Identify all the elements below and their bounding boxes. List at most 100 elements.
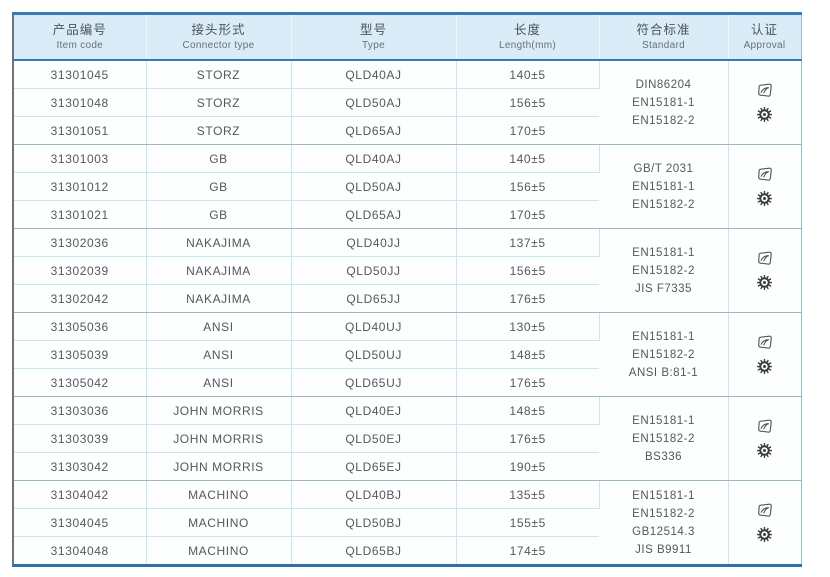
length-cell: 176±5: [456, 424, 599, 453]
header-type: 型号 Type: [291, 12, 457, 61]
standard-line: EN15182-2: [632, 507, 695, 520]
connector-type-cell: NAKAJIMA: [146, 284, 292, 313]
approval-icons: [729, 335, 801, 374]
approval-cell: [728, 228, 801, 313]
header-type-zh: 型号: [359, 22, 387, 37]
type-cell: QLD40BJ: [291, 480, 457, 509]
type-cell: QLD40AJ: [291, 60, 457, 89]
approval-cell: [728, 396, 801, 481]
length-cell: 156±5: [456, 88, 599, 117]
gear-wheel-badge-icon: [757, 359, 772, 374]
type-cell: QLD65UJ: [291, 368, 457, 397]
table-row: 31303042 JOHN MORRIS QLD65EJ 190±5: [13, 452, 801, 481]
product-table-wrap: 产品编号 Item code 接头形式 Connector type 型号 Ty…: [12, 12, 802, 567]
standard-line: DIN86204: [635, 78, 692, 91]
standard-cell: EN15181-1 EN15182-2 JIS F7335: [599, 228, 729, 313]
approval-cell: [728, 60, 801, 145]
item-code-cell: 31301045: [13, 60, 147, 89]
standard-line: JIS B9911: [635, 543, 692, 556]
gear-wheel-badge-icon: [757, 443, 772, 458]
length-cell: 148±5: [456, 396, 600, 425]
length-cell: 156±5: [456, 172, 599, 201]
table-row: 31305042 ANSI QLD65UJ 176±5: [13, 368, 801, 397]
connector-type-cell: STORZ: [146, 116, 292, 145]
table-row: 31301051 STORZ QLD65AJ 170±5: [13, 116, 801, 145]
header-item-code-en: Item code: [56, 39, 104, 51]
gear-wheel-badge-icon: [757, 275, 772, 290]
swoosh-stamp-icon: [757, 503, 773, 518]
type-cell: QLD65AJ: [291, 200, 457, 229]
header-connector-type: 接头形式 Connector type: [146, 12, 292, 61]
item-code-cell: 31301003: [13, 144, 147, 173]
standard-line: EN15182-2: [632, 432, 695, 445]
table-row: 31302042 NAKAJIMA QLD65JJ 176±5: [13, 284, 801, 313]
header-approval-en: Approval: [743, 39, 786, 51]
item-code-cell: 31304042: [13, 480, 147, 509]
table-row: 31305039 ANSI QLD50UJ 148±5: [13, 340, 801, 369]
standard-line: EN15182-2: [632, 114, 695, 127]
item-code-cell: 31303042: [13, 452, 147, 481]
connector-type-cell: JOHN MORRIS: [146, 452, 292, 481]
length-cell: 140±5: [456, 60, 600, 89]
swoosh-stamp-icon: [757, 335, 773, 350]
length-cell: 176±5: [456, 368, 599, 397]
length-cell: 156±5: [456, 256, 599, 285]
swoosh-stamp-icon: [757, 167, 773, 182]
header-standard-zh: 符合标准: [636, 22, 691, 37]
type-cell: QLD50BJ: [291, 508, 457, 537]
type-cell: QLD65JJ: [291, 284, 457, 313]
table-row: 31301045 STORZ QLD40AJ 140±5 DIN86204 EN15181…: [13, 60, 801, 145]
item-code-cell: 31302039: [13, 256, 147, 285]
connector-type-cell: STORZ: [146, 60, 292, 89]
header-length-zh: 长度: [513, 22, 541, 37]
item-code-cell: 31301051: [13, 116, 147, 145]
item-code-cell: 31301012: [13, 172, 147, 201]
table-row: 31303039 JOHN MORRIS QLD50EJ 176±5: [13, 424, 801, 453]
type-cell: QLD40AJ: [291, 144, 457, 173]
connector-type-cell: GB: [146, 172, 292, 201]
connector-type-cell: MACHINO: [146, 480, 292, 509]
length-cell: 176±5: [456, 284, 599, 313]
standard-cell: EN15181-1 EN15182-2 ANSI B:81-1: [599, 312, 729, 397]
header-standard: 符合标准 Standard: [599, 12, 729, 61]
connector-type-cell: ANSI: [146, 368, 292, 397]
length-cell: 170±5: [456, 200, 599, 229]
standard-line: EN15182-2: [632, 348, 695, 361]
item-code-cell: 31302042: [13, 284, 147, 313]
table-row: 31304042 MACHINO QLD40BJ 135±5 EN15181-1 EN15…: [13, 480, 801, 567]
header-length-en: Length(mm): [499, 39, 556, 51]
table-header: 产品编号 Item code 接头形式 Connector type 型号 Ty…: [13, 12, 801, 61]
table-row: 31301012 GB QLD50AJ 156±5: [13, 172, 801, 201]
table-row: 31301048 STORZ QLD50AJ 156±5: [13, 88, 801, 117]
type-cell: QLD50JJ: [291, 256, 457, 285]
approval-icons: [729, 503, 801, 542]
connector-type-cell: NAKAJIMA: [146, 256, 292, 285]
header-type-en: Type: [362, 39, 385, 51]
header-item-code: 产品编号 Item code: [13, 12, 147, 61]
type-cell: QLD65EJ: [291, 452, 457, 481]
approval-cell: [728, 480, 801, 567]
item-code-cell: 31303039: [13, 424, 147, 453]
standard-line: GB/T 2031: [633, 162, 694, 175]
header-connector-type-zh: 接头形式: [191, 22, 246, 37]
connector-type-cell: GB: [146, 144, 292, 173]
type-cell: QLD50AJ: [291, 88, 457, 117]
type-cell: QLD50AJ: [291, 172, 457, 201]
connector-type-cell: STORZ: [146, 88, 292, 117]
table-body: 31301045 STORZ QLD40AJ 140±5 DIN86204 EN15181…: [13, 60, 801, 567]
item-code-cell: 31303036: [13, 396, 147, 425]
connector-type-cell: NAKAJIMA: [146, 228, 292, 257]
standard-line: EN15181-1: [632, 246, 695, 259]
length-cell: 190±5: [456, 452, 599, 481]
gear-wheel-badge-icon: [757, 527, 772, 542]
table-row: 31301003 GB QLD40AJ 140±5 GB/T 2031 EN15181-1…: [13, 144, 801, 229]
length-cell: 170±5: [456, 116, 599, 145]
approval-cell: [728, 312, 801, 397]
type-cell: QLD50UJ: [291, 340, 457, 369]
standard-line: JIS F7335: [635, 282, 692, 295]
standard-cell: DIN86204 EN15181-1 EN15182-2: [599, 60, 729, 145]
type-cell: QLD65BJ: [291, 536, 457, 567]
header-approval: 认证 Approval: [728, 12, 801, 61]
connector-type-cell: JOHN MORRIS: [146, 396, 292, 425]
connector-type-cell: GB: [146, 200, 292, 229]
